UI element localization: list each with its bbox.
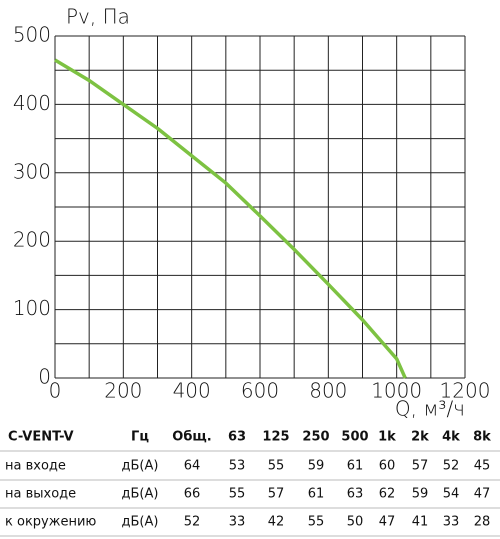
table-header: 63	[228, 430, 246, 445]
y-tick-label: 200	[13, 228, 51, 252]
table-cell: 59	[308, 459, 325, 474]
table-cell: к окружению	[5, 515, 96, 530]
table-header: 1k	[378, 430, 396, 445]
curve	[54, 58, 407, 379]
table-cell: 45	[474, 459, 491, 474]
table-cell: 28	[474, 515, 491, 530]
table-cell: 57	[268, 487, 285, 502]
table-cell: 33	[443, 515, 460, 530]
y-tick-label: 100	[13, 296, 51, 320]
table-cell: 47	[474, 487, 491, 502]
x-tick-label: 1200	[440, 379, 491, 403]
x-tick-label: 800	[309, 379, 347, 403]
x-tick-label: 0	[49, 379, 62, 403]
y-tick-label: 0	[38, 365, 51, 389]
table-cell: 66	[184, 487, 201, 502]
x-tick-label: 1000	[371, 379, 422, 403]
table-cell: на входе	[5, 459, 66, 474]
x-tick-label: 400	[173, 379, 211, 403]
table-cell: дБ(А)	[122, 459, 159, 474]
table-cell: 57	[412, 459, 429, 474]
x-tick-label: 600	[241, 379, 279, 403]
table-cell: 61	[347, 459, 364, 474]
table-header: Общ.	[172, 430, 211, 445]
table-cell: 60	[379, 459, 396, 474]
table-cell: дБ(А)	[122, 515, 159, 530]
table-cell: 55	[308, 515, 325, 530]
table-cell: 64	[184, 459, 201, 474]
table-cell: 55	[268, 459, 285, 474]
table-header: 4k	[442, 430, 460, 445]
table-cell: 61	[308, 487, 325, 502]
table-header: 500	[341, 430, 368, 445]
y-tick-label: 300	[13, 159, 51, 183]
table-cell: 33	[229, 515, 246, 530]
table-cell: 55	[229, 487, 246, 502]
table-header: 250	[302, 430, 329, 445]
table-cell: 41	[412, 515, 429, 530]
y-tick-label: 500	[13, 23, 51, 47]
table-cell: 59	[412, 487, 429, 502]
table-cell: 53	[229, 459, 246, 474]
y-tick-label: 400	[13, 91, 51, 115]
table-header: Гц	[131, 430, 149, 445]
table-header: 8k	[473, 430, 491, 445]
table-cell: 50	[347, 515, 364, 530]
table-header: 125	[262, 430, 289, 445]
table-cell: 63	[347, 487, 364, 502]
table-cell: на выходе	[5, 487, 76, 502]
table-cell: 54	[443, 487, 460, 502]
table-cell: 52	[443, 459, 460, 474]
table-cell: 62	[379, 487, 396, 502]
y-axis-label: Pv, Па	[66, 5, 130, 29]
x-tick-label: 200	[104, 379, 142, 403]
x-axis-label: Q, м³/ч	[395, 397, 465, 421]
table-cell: 47	[379, 515, 396, 530]
table-cell: 42	[268, 515, 285, 530]
table-cell: 52	[184, 515, 201, 530]
table-cell: дБ(А)	[122, 487, 159, 502]
table-header: C-VENT-V	[8, 430, 74, 445]
table-header: 2k	[411, 430, 429, 445]
